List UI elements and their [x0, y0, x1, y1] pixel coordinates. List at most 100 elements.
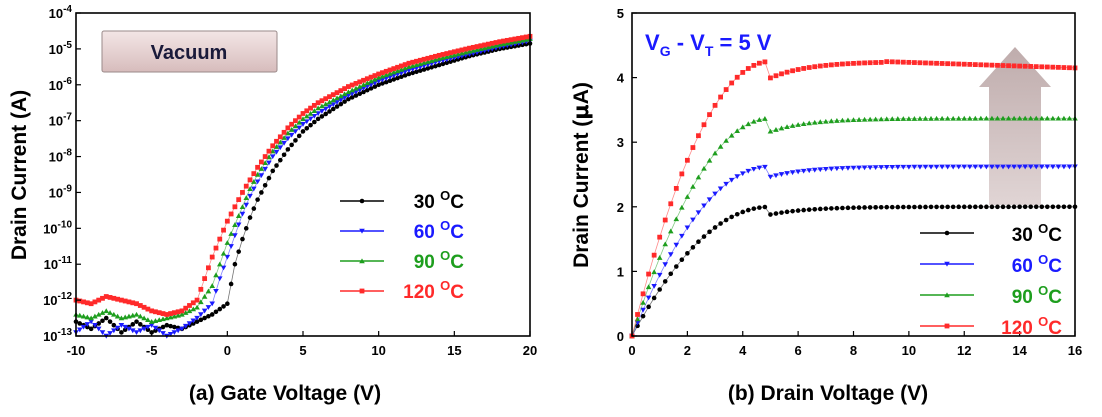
data-point-b	[656, 255, 663, 260]
data-point-a	[368, 74, 374, 80]
data-point-b	[1050, 115, 1056, 121]
data-point-a	[341, 91, 348, 97]
data-point-a	[216, 276, 223, 282]
data-point-a	[213, 245, 219, 251]
data-point-a	[353, 89, 359, 95]
data-point-a	[240, 190, 245, 195]
data-point-b	[889, 116, 896, 122]
data-point-a	[345, 93, 352, 99]
data-point-b	[1033, 115, 1040, 121]
legend-marker	[944, 261, 950, 267]
data-point-a	[482, 42, 487, 48]
data-point-a	[149, 308, 155, 314]
data-point-a	[194, 315, 200, 321]
y-tick-label-a: 10-5	[49, 40, 73, 57]
data-point-b	[989, 62, 995, 68]
data-point-b	[1055, 115, 1062, 121]
data-point-a	[375, 78, 382, 84]
data-point-a	[356, 87, 363, 93]
y-tick-label-a: 10-9	[49, 183, 73, 200]
data-point-a	[368, 86, 374, 91]
data-point-a	[319, 114, 325, 119]
data-point-b	[867, 205, 873, 210]
data-point-b	[728, 132, 735, 138]
data-point-b	[972, 62, 978, 67]
data-point-b	[961, 115, 968, 121]
data-point-b	[751, 63, 757, 68]
data-point-a	[205, 305, 212, 310]
data-point-b	[872, 165, 879, 171]
data-point-b	[823, 206, 829, 211]
data-point-b	[768, 212, 773, 217]
vacuum-label: Vacuum	[151, 42, 228, 64]
data-point-b	[967, 62, 973, 67]
data-point-a	[372, 84, 378, 89]
x-tick-label-a: 5	[299, 343, 306, 358]
data-point-b	[945, 204, 950, 210]
data-point-b	[651, 252, 657, 258]
data-point-b	[684, 225, 691, 231]
data-point-b	[923, 60, 928, 66]
legend-label-b: 30 OC	[1012, 221, 1063, 246]
data-point-b	[856, 165, 862, 171]
data-point-b	[878, 165, 884, 170]
data-point-b	[790, 208, 795, 214]
y-tick-label-b: 1	[617, 264, 624, 279]
data-point-b	[828, 118, 835, 124]
data-point-a	[417, 64, 424, 70]
data-point-a	[236, 197, 242, 203]
data-point-b	[1028, 204, 1033, 210]
data-point-b	[1039, 64, 1045, 70]
data-point-a	[85, 324, 90, 330]
data-point-a	[417, 57, 423, 63]
data-point-a	[224, 240, 231, 245]
data-point-a	[88, 315, 94, 321]
data-point-a	[360, 86, 367, 91]
data-point-b	[673, 216, 680, 222]
data-point-b	[895, 59, 901, 65]
data-point-b	[1006, 204, 1011, 210]
data-point-b	[685, 251, 690, 256]
data-point-b	[995, 204, 1000, 210]
data-point-a	[190, 306, 197, 312]
data-point-a	[266, 160, 272, 166]
data-point-b	[1005, 164, 1012, 170]
data-point-b	[679, 171, 685, 177]
data-point-b	[861, 165, 868, 171]
data-point-a	[224, 218, 230, 224]
data-point-a	[379, 77, 386, 83]
data-point-b	[1033, 64, 1039, 70]
data-point-a	[387, 70, 393, 76]
data-point-b	[873, 205, 878, 210]
data-point-a	[133, 311, 140, 317]
data-point-a	[520, 35, 525, 41]
data-point-a	[288, 127, 295, 132]
data-point-a	[251, 186, 257, 192]
data-point-a	[364, 76, 370, 82]
data-point-b	[734, 74, 740, 80]
data-point-b	[657, 287, 662, 292]
data-point-a	[296, 119, 303, 125]
data-point-b	[939, 61, 945, 66]
data-point-b	[723, 137, 729, 143]
data-point-a	[194, 297, 200, 303]
x-axis-title-b: (b) Drain Voltage (V)	[728, 382, 928, 405]
data-point-a	[107, 331, 113, 336]
data-point-a	[201, 293, 208, 299]
data-point-b	[895, 164, 901, 170]
data-point-a	[327, 94, 332, 100]
data-point-a	[270, 143, 276, 149]
data-point-a	[153, 328, 158, 333]
data-point-b	[928, 164, 934, 170]
data-point-a	[281, 140, 287, 146]
data-point-b	[800, 168, 807, 174]
data-point-b	[728, 177, 735, 183]
data-point-a	[296, 133, 302, 139]
data-point-b	[690, 183, 696, 189]
data-point-a	[168, 311, 173, 316]
data-point-a	[243, 226, 249, 231]
x-tick-label-a: -10	[67, 343, 86, 358]
data-point-a	[394, 72, 401, 78]
data-point-a	[341, 95, 348, 101]
data-point-b	[690, 217, 696, 223]
